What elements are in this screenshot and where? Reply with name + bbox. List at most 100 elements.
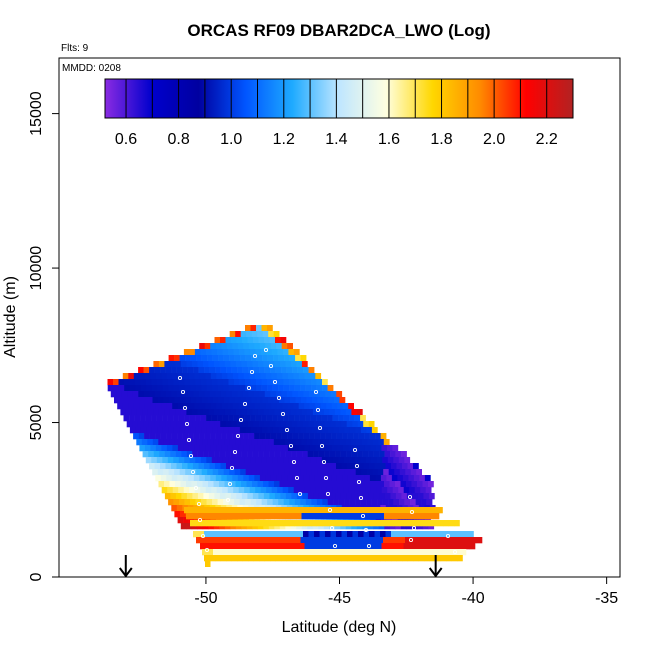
heatmap-cell <box>291 409 297 415</box>
heatmap-cell <box>256 379 262 385</box>
heatmap-cell <box>302 361 308 367</box>
heatmap-cell <box>189 445 195 451</box>
heatmap-cell <box>171 367 177 373</box>
heatmap-cell <box>394 469 400 475</box>
heatmap-cell <box>294 349 300 355</box>
heatmap-cell <box>344 520 350 526</box>
heatmap-cell <box>252 549 258 555</box>
heatmap-cell <box>147 397 153 403</box>
heatmap-cell <box>270 421 276 427</box>
heatmap-cell <box>327 457 333 463</box>
heatmap-cell <box>268 537 274 543</box>
heatmap-cell <box>329 481 335 487</box>
heatmap-cell <box>199 367 205 373</box>
heatmap-cell <box>259 391 265 397</box>
heatmap-cell <box>262 385 268 391</box>
heatmap-cell <box>267 499 273 505</box>
heatmap-cell <box>346 409 352 415</box>
heatmap-cell <box>174 385 180 391</box>
heatmap-cell <box>351 481 357 487</box>
heatmap-cell <box>153 361 159 367</box>
heatmap-cell <box>291 513 297 519</box>
heatmap-cell <box>206 487 212 493</box>
heatmap-cell <box>311 415 317 421</box>
heatmap-cell <box>157 427 163 433</box>
heatmap-cell <box>246 549 252 555</box>
heatmap-cell <box>269 451 275 457</box>
heatmap-cell <box>228 543 234 549</box>
heatmap-cell <box>261 487 267 493</box>
heatmap-cell <box>130 385 136 391</box>
heatmap-cell <box>215 421 221 427</box>
heatmap-cell <box>336 463 342 469</box>
heatmap-cell <box>336 555 342 561</box>
heatmap-cell <box>298 555 304 561</box>
heatmap-cell <box>284 469 290 475</box>
heatmap-cell <box>343 445 349 451</box>
heatmap-cell <box>325 463 331 469</box>
heatmap-cell <box>187 493 193 499</box>
heatmap-cell <box>288 373 294 379</box>
heatmap-cell <box>151 415 157 421</box>
heatmap-cell <box>347 463 353 469</box>
heatmap-cell <box>131 397 137 403</box>
flights-label: Flts: 9 <box>61 43 89 54</box>
heatmap-cell <box>155 475 161 481</box>
heatmap-cell <box>427 537 433 543</box>
heatmap-cell <box>273 355 279 361</box>
heatmap-cell <box>306 427 312 433</box>
heatmap-cell <box>379 493 385 499</box>
heatmap-cell <box>184 487 190 493</box>
heatmap-cell <box>349 487 355 493</box>
heatmap-cell <box>263 397 269 403</box>
heatmap-cell <box>173 415 179 421</box>
heatmap-cell <box>334 439 340 445</box>
heatmap-cell <box>228 487 234 493</box>
heatmap-cell <box>286 451 292 457</box>
heatmap-cell <box>408 475 414 481</box>
heatmap-cell <box>355 457 361 463</box>
heatmap-cell <box>350 499 356 505</box>
heatmap-cell <box>256 457 262 463</box>
heatmap-cell <box>307 439 313 445</box>
heatmap-cell <box>285 397 291 403</box>
heatmap-cell <box>196 385 202 391</box>
colorbar: 0.6 0.8 1.0 1.2 1.4 1.6 1.8 2.0 2.2 <box>105 79 573 148</box>
heatmap-cell <box>135 385 141 391</box>
heatmap-cell <box>219 409 225 415</box>
heatmap-cell <box>424 555 430 561</box>
heatmap-cell <box>204 421 210 427</box>
heatmap-cell <box>286 493 292 499</box>
heatmap-cell <box>412 493 418 499</box>
colorbar-tick-label: 1.6 <box>378 131 400 148</box>
heatmap-cell <box>344 415 350 421</box>
heatmap-cell <box>246 469 252 475</box>
heatmap-cell <box>305 507 311 513</box>
heatmap-cell <box>377 520 383 526</box>
heatmap-cell <box>263 481 269 487</box>
heatmap-cell <box>266 487 272 493</box>
heatmap-cell <box>266 373 272 379</box>
heatmap-cell <box>335 493 341 499</box>
heatmap-cell <box>210 555 216 561</box>
heatmap-cell <box>416 499 422 505</box>
heatmap-cell <box>292 531 298 537</box>
heatmap-cell <box>324 481 330 487</box>
heatmap-cell <box>114 397 120 403</box>
heatmap-cell <box>326 475 332 481</box>
heatmap-cell <box>387 543 393 549</box>
heatmap-cell <box>251 385 257 391</box>
heatmap-cell <box>372 427 378 433</box>
heatmap-cell <box>212 385 218 391</box>
heatmap-cell <box>282 433 288 439</box>
heatmap-cell <box>254 555 260 561</box>
y-tick-label: 5000 <box>28 405 45 441</box>
heatmap-cell <box>316 457 322 463</box>
heatmap-cell <box>441 555 447 561</box>
heatmap-cell <box>181 361 187 367</box>
heatmap-cell <box>210 531 216 537</box>
heatmap-cell <box>323 439 329 445</box>
heatmap-cell <box>220 421 226 427</box>
heatmap-cell <box>320 433 326 439</box>
heatmap-cell <box>218 379 224 385</box>
